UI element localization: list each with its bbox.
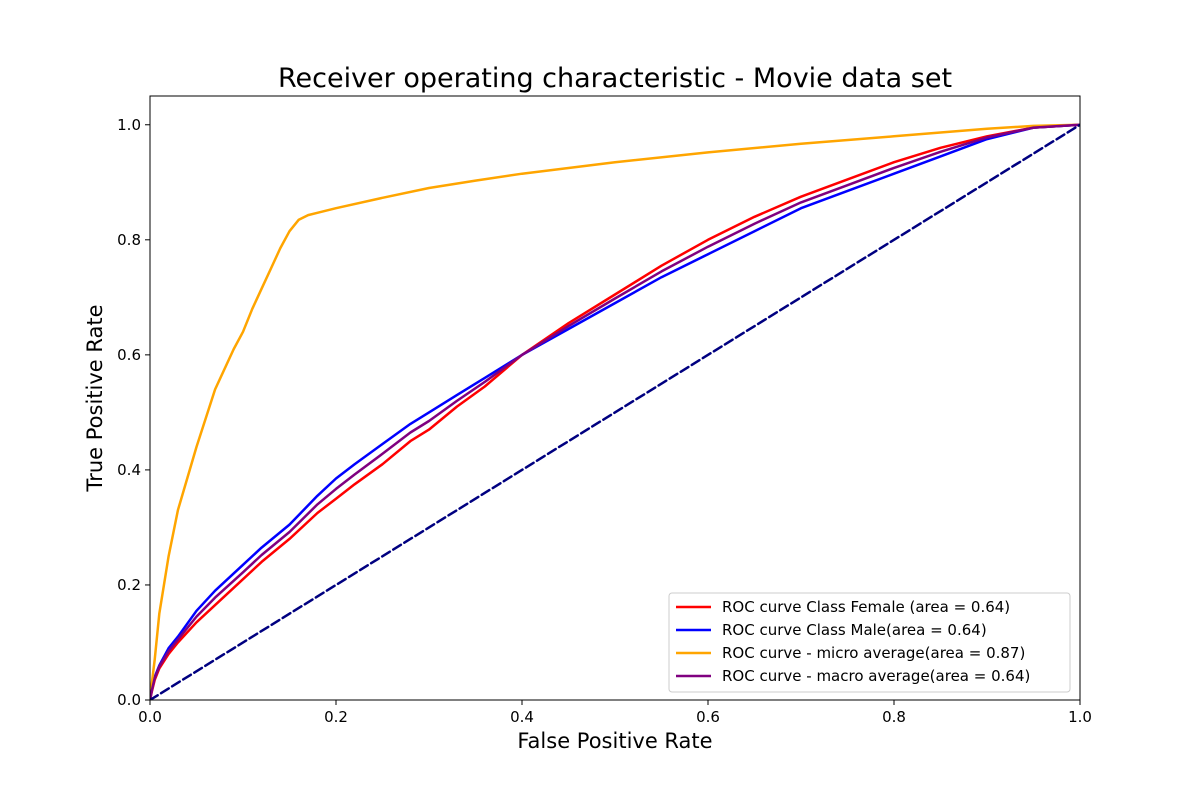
chance-diagonal-line xyxy=(150,123,1080,700)
series-line-4 xyxy=(150,123,1080,700)
y-tick-label: 0.6 xyxy=(117,346,141,364)
y-axis-label: True Positive Rate xyxy=(83,304,107,492)
y-tick-label: 0.8 xyxy=(117,231,141,249)
x-tick-label: 1.0 xyxy=(1068,708,1092,726)
x-tick-label: 0.6 xyxy=(696,708,720,726)
x-tick-label: 0.0 xyxy=(138,708,162,726)
legend-label: ROC curve Class Male(area = 0.64) xyxy=(722,621,987,639)
x-axis-ticks: 0.0 0.2 0.4 0.6 0.8 1.0 xyxy=(138,700,1092,726)
series-line-2 xyxy=(150,123,1080,700)
legend-box xyxy=(668,592,1071,693)
plot-frame xyxy=(149,95,1081,701)
plot-area xyxy=(149,95,1081,701)
series-layer xyxy=(150,123,1080,700)
x-tick-label: 0.2 xyxy=(324,708,348,726)
chart-title: Receiver operating characteristic - Movi… xyxy=(278,63,952,94)
x-axis-label: False Positive Rate xyxy=(517,729,712,753)
legend-label: ROC curve - micro average(area = 0.87) xyxy=(722,644,1025,662)
legend: ROC curve Class Female (area = 0.64) ROC … xyxy=(668,592,1071,693)
y-tick-label: 1.0 xyxy=(117,116,141,134)
y-tick-label: 0.4 xyxy=(117,461,141,479)
y-axis-ticks: 0.0 0.2 0.4 0.6 0.8 1.0 xyxy=(117,116,150,709)
x-tick-label: 0.8 xyxy=(882,708,906,726)
series-line-1 xyxy=(150,123,1080,700)
legend-label: ROC curve Class Female (area = 0.64) xyxy=(722,598,1010,616)
y-tick-label: 0.0 xyxy=(117,691,141,709)
y-tick-label: 0.2 xyxy=(117,576,141,594)
series-line-3 xyxy=(150,123,1080,700)
legend-label: ROC curve - macro average(area = 0.64) xyxy=(722,667,1030,685)
x-tick-label: 0.4 xyxy=(510,708,534,726)
